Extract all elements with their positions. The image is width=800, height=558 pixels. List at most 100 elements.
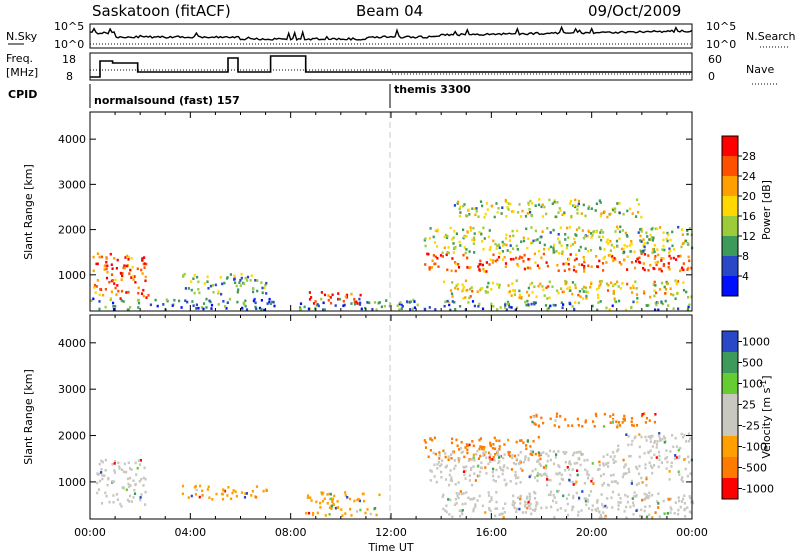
scatter-cell (623, 417, 626, 421)
scatter-cell (483, 446, 486, 449)
colorbar-tick-label: -25 (742, 420, 760, 433)
scatter-cell (528, 475, 531, 479)
scatter-cell (683, 494, 686, 497)
scatter-cell (532, 301, 535, 304)
scatter-cell (443, 246, 446, 250)
scatter-cell (447, 246, 450, 249)
scatter-cell (494, 259, 497, 263)
scatter-cell (583, 267, 586, 270)
nsearch-tick-low: 10^0 (706, 38, 736, 51)
scatter-cell (463, 455, 466, 459)
scatter-cell (525, 447, 528, 451)
scatter-cell (620, 263, 623, 266)
freq-trace (90, 55, 692, 78)
scatter-cell (546, 307, 549, 311)
scatter-cell (622, 251, 625, 255)
scatter-cell (572, 268, 576, 272)
scatter-cell (440, 463, 443, 466)
scatter-cell (677, 470, 680, 474)
scatter-cell (489, 258, 492, 261)
scatter-cell (583, 258, 586, 262)
scatter-cell (439, 464, 442, 468)
scatter-cell (235, 284, 238, 288)
scatter-cell (667, 497, 670, 501)
y-tick-label: 1000 (58, 476, 86, 489)
scatter-cell (113, 469, 116, 472)
scatter-cell (464, 469, 467, 473)
scatter-cell (605, 240, 608, 244)
scatter-cell (577, 510, 580, 514)
scatter-cell (647, 450, 650, 454)
scatter-cell (134, 483, 137, 487)
scatter-cell (245, 308, 249, 311)
scatter-cell (491, 458, 494, 461)
scatter-cell (566, 502, 569, 506)
scatter-cell (688, 303, 691, 307)
scatter-cell (646, 235, 649, 238)
scatter-cell (491, 470, 494, 474)
scatter-cell (127, 482, 130, 486)
scatter-cell (471, 300, 475, 303)
scatter-cell (505, 233, 508, 237)
scatter-cell (626, 282, 629, 286)
scatter-cell (616, 482, 619, 485)
scatter-cell (637, 231, 640, 234)
colorbar-segment (722, 176, 738, 196)
scatter-cell (563, 452, 566, 455)
scatter-cell (657, 308, 660, 312)
scatter-cell (531, 241, 534, 245)
scatter-cell (459, 244, 462, 247)
scatter-cell (534, 204, 537, 207)
scatter-cell (552, 246, 555, 249)
scatter-cell (507, 208, 510, 211)
scatter-cell (539, 473, 542, 476)
scatter-cell (497, 461, 500, 465)
colorbar-tick-label: 25 (742, 399, 756, 412)
scatter-cell (668, 251, 671, 255)
scatter-cell (496, 258, 499, 262)
scatter-cell (620, 247, 623, 251)
scatter-cell (255, 496, 258, 499)
scatter-cell (557, 450, 560, 453)
scatter-cell (424, 244, 427, 248)
scatter-cell (679, 446, 682, 450)
scatter-cell (599, 231, 602, 234)
scatter-cell (623, 419, 626, 422)
scatter-cell (209, 300, 212, 304)
scatter-cell (611, 490, 615, 494)
scatter-cell (473, 251, 476, 254)
scatter-cell (517, 211, 520, 214)
scatter-cell (645, 439, 648, 442)
scatter-cell (431, 259, 434, 263)
colorbar-frame (721, 330, 739, 500)
scatter-cell (583, 260, 586, 264)
scatter-cell (469, 295, 472, 298)
scatter-cell (536, 264, 539, 267)
scatter-cell (590, 282, 593, 286)
scatter-cell (508, 305, 511, 309)
scatter-cell (610, 281, 613, 285)
scatter-cell (558, 425, 561, 429)
scatter-cell (141, 272, 144, 275)
scatter-cell (667, 304, 670, 307)
scatter-cell (434, 229, 437, 232)
scatter-cell (665, 456, 668, 459)
scatter-cell (511, 282, 514, 285)
scatter-cell (510, 306, 513, 309)
scatter-cell (479, 288, 482, 292)
scatter-cell (236, 290, 239, 294)
scatter-cell (599, 201, 602, 204)
scatter-cell (623, 244, 626, 247)
scatter-cell (361, 492, 364, 496)
scatter-cell (212, 291, 215, 294)
scatter-cell (665, 237, 668, 241)
scatter-cell (553, 199, 556, 202)
scatter-cell (607, 484, 610, 487)
scatter-cell (162, 303, 165, 306)
scatter-cell (519, 497, 522, 501)
scatter-cell (500, 468, 503, 471)
scatter-cell (575, 491, 578, 495)
scatter-cell (515, 244, 518, 248)
scatter-cell (447, 455, 450, 459)
scatter-cell (462, 285, 465, 289)
